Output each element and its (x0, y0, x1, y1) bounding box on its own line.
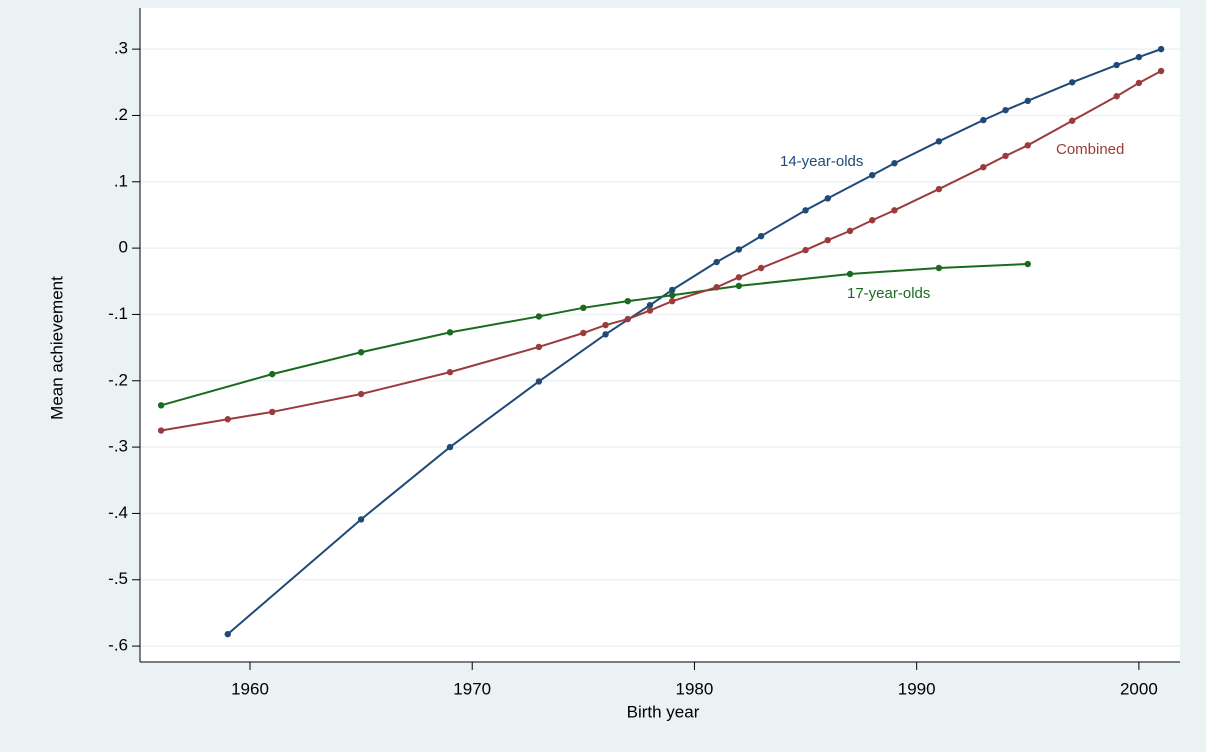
series-label: 14-year-olds (780, 153, 863, 170)
data-point (535, 343, 543, 351)
data-point (1135, 79, 1143, 87)
data-point (713, 284, 720, 291)
data-point (669, 286, 676, 294)
series-label: 17-year-olds (847, 285, 930, 302)
data-point (1157, 45, 1165, 53)
data-point (535, 378, 543, 385)
plot-area (140, 8, 1180, 662)
data-point (646, 307, 654, 314)
data-point (580, 304, 587, 312)
data-point (935, 185, 943, 193)
data-point (269, 370, 276, 378)
data-point (869, 171, 876, 179)
data-point (735, 246, 743, 253)
data-point (535, 313, 543, 320)
data-point (1069, 117, 1076, 124)
y-tick-label: -.1 (108, 304, 128, 323)
y-axis-label: Mean achievement (47, 276, 66, 420)
y-tick-label: -.6 (108, 636, 128, 655)
y-tick-label: .2 (114, 105, 128, 124)
data-point (1002, 152, 1009, 160)
data-point (157, 402, 165, 409)
data-point (224, 416, 231, 423)
data-point (891, 207, 898, 214)
data-point (980, 163, 987, 171)
data-point (669, 292, 676, 299)
y-tick-label: .1 (114, 171, 128, 190)
data-point (1069, 79, 1076, 86)
data-point (891, 160, 898, 167)
data-point (980, 116, 987, 124)
data-point (446, 368, 454, 376)
data-point (735, 282, 743, 290)
y-tick-label: -.5 (108, 569, 128, 588)
data-point (869, 217, 876, 224)
data-point (1002, 106, 1009, 114)
series-line (227, 48, 1162, 635)
data-point (1113, 93, 1120, 100)
y-tick-label: .3 (114, 39, 128, 58)
data-point (846, 270, 854, 278)
data-point (1113, 61, 1120, 69)
data-point (1135, 53, 1143, 61)
x-tick-label: 1960 (231, 679, 269, 698)
data-point (802, 207, 809, 214)
data-point (357, 516, 365, 523)
data-point (602, 321, 609, 329)
data-point (1157, 67, 1165, 75)
data-point (935, 264, 943, 272)
data-point (824, 236, 831, 244)
data-point (846, 227, 854, 235)
data-point (157, 427, 165, 434)
data-point (646, 301, 654, 309)
data-point (669, 297, 676, 305)
y-tick-label: -.2 (108, 370, 128, 389)
x-axis-label: Birth year (627, 702, 700, 721)
x-tick-label: 1980 (676, 679, 714, 698)
data-point (802, 246, 809, 254)
y-tick-label: 0 (119, 238, 128, 257)
data-point (446, 329, 454, 336)
data-point (269, 408, 276, 416)
y-tick-label: -.4 (108, 503, 128, 522)
data-point (446, 443, 454, 451)
data-point (624, 315, 631, 323)
data-point (1024, 260, 1031, 268)
data-point (1024, 97, 1031, 105)
series-line (160, 263, 1028, 407)
data-point (624, 297, 631, 305)
data-point (580, 329, 587, 337)
x-tick-label: 1970 (453, 679, 491, 698)
series-label: Combined (1056, 141, 1124, 158)
data-point (735, 274, 743, 281)
x-tick-label: 1990 (898, 679, 936, 698)
data-point (224, 630, 231, 638)
data-point (935, 138, 943, 145)
data-point (757, 232, 765, 240)
data-point (357, 390, 365, 398)
data-point (1024, 142, 1031, 149)
data-point (713, 258, 720, 266)
y-tick-label: -.3 (108, 437, 128, 456)
data-point (757, 264, 765, 272)
data-point (357, 349, 365, 356)
data-point (602, 331, 609, 338)
data-point (824, 195, 831, 202)
x-tick-label: 2000 (1120, 679, 1158, 698)
